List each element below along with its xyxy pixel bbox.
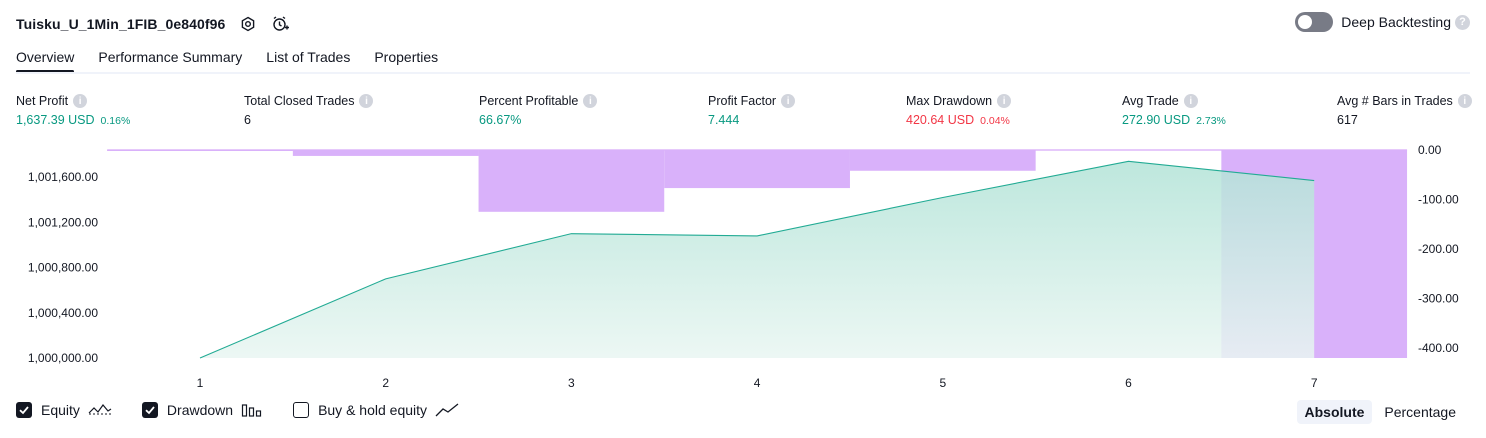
metric-avg-trade: Avg Trade i 272.90 USD 2.73% [1122,94,1226,127]
checkbox-checked-icon [16,402,32,418]
max-drawdown-value: 420.64 USD [906,113,975,127]
equity-tick-label: 1,001,600.00 [28,170,98,184]
drawdown-tick-label: -400.00 [1418,341,1459,355]
max-drawdown-label: Max Drawdown [906,94,993,108]
profit-factor-label: Profit Factor [708,94,777,108]
equity-drawdown-chart[interactable]: 1,000,000.00 1,000,400.00 1,000,800.00 1,00… [0,140,1486,395]
buy-hold-label: Buy & hold equity [318,402,428,418]
drawdown-tick-label: -200.00 [1418,242,1459,256]
chart-legend: Equity Drawdown Buy & hold equity [16,402,489,418]
strategy-title: Tuisku_U_1Min_1FIB_0e840f96 [16,16,226,32]
drawdown-tick-label: -100.00 [1418,192,1459,206]
x-tick-label: 4 [754,376,761,390]
total-closed-trades-label: Total Closed Trades [244,94,355,108]
drawdown-bar-4 [664,150,850,189]
tab-list-of-trades[interactable]: List of Trades [266,49,351,65]
deep-backtesting: Deep Backtesting ? [1295,12,1470,32]
deep-backtesting-toggle[interactable] [1295,12,1334,32]
settings-gear-icon[interactable] [239,15,257,33]
drawdown-checkbox[interactable]: Drawdown [141,402,263,418]
net-profit-pct: 0.16% [100,115,131,127]
equity-line-icon [88,404,112,415]
drawdown-tick-label: 0.00 [1418,143,1442,157]
tab-properties[interactable]: Properties [374,49,439,65]
net-profit-label: Net Profit [16,94,69,108]
avg-trade-pct: 2.73% [1196,115,1226,127]
percentage-button[interactable]: Percentage [1384,404,1456,420]
drawdown-bar-5 [849,150,1036,171]
net-profit-value: 1,637.39 USD [16,113,95,127]
strategy-header: Tuisku_U_1Min_1FIB_0e840f96 [16,10,290,38]
drawdown-bar-3 [478,150,665,212]
x-tick-label: 1 [197,376,204,390]
drawdown-label: Drawdown [166,402,234,418]
equity-tick-label: 1,000,000.00 [28,351,98,365]
report-tabs: Overview Performance Summary List of Tra… [16,46,462,74]
checkbox-unchecked-icon [293,402,310,418]
metric-total-closed-trades: Total Closed Trades i 6 [244,94,374,127]
info-icon[interactable]: i [73,94,88,108]
equity-tick-label: 1,001,200.00 [28,215,98,229]
x-tick-label: 2 [382,376,389,390]
equity-checkbox[interactable]: Equity [16,402,112,418]
info-icon[interactable]: i [583,94,598,108]
tab-overview[interactable]: Overview [16,46,75,74]
absolute-button[interactable]: Absolute [1296,400,1373,424]
drawdown-bar-2 [292,150,479,156]
equity-label: Equity [41,402,80,418]
avg-trade-value: 272.90 USD [1122,113,1191,127]
x-tick-label: 3 [568,376,575,390]
info-icon[interactable]: i [1183,94,1198,108]
metric-avg-bars: Avg # Bars in Trades i 617 [1337,94,1472,127]
percent-profitable-label: Percent Profitable [479,94,579,108]
info-icon[interactable]: i [359,94,374,108]
tab-performance-summary[interactable]: Performance Summary [98,49,243,65]
x-tick-label: 6 [1125,376,1132,390]
metric-percent-profitable: Percent Profitable i 66.67% [479,94,598,127]
avg-trade-label: Avg Trade [1122,94,1179,108]
buy-hold-checkbox[interactable]: Buy & hold equity [293,402,459,418]
percent-profitable-value: 66.67% [479,113,522,127]
drawdown-bar-1 [107,150,293,151]
avg-bars-value: 617 [1337,113,1358,127]
info-icon[interactable]: i [997,94,1012,108]
equity-tick-label: 1,000,400.00 [28,306,98,320]
checkbox-checked-icon [141,402,158,418]
x-tick-label: 7 [1311,376,1318,390]
drawdown-tick-label: -300.00 [1418,291,1459,305]
add-alert-clock-icon[interactable] [271,15,290,33]
avg-bars-label: Avg # Bars in Trades [1337,94,1453,108]
drawdown-bars-icon [241,404,262,417]
total-closed-trades-value: 6 [244,113,251,127]
equity-tick-label: 1,000,800.00 [28,261,98,275]
equity-area [200,161,1315,358]
x-tick-label: 5 [939,376,946,390]
metric-profit-factor: Profit Factor i 7.444 [708,94,796,127]
metric-max-drawdown: Max Drawdown i 420.64 USD 0.04% [906,94,1012,127]
info-icon[interactable]: i [1457,94,1472,108]
info-icon[interactable]: i [781,94,796,108]
deep-backtesting-label: Deep Backtesting [1341,14,1451,30]
value-mode-switch: Absolute Percentage [1293,400,1465,424]
equity-line [199,160,1315,359]
max-drawdown-pct: 0.04% [980,115,1010,127]
profit-factor-value: 7.444 [708,113,740,127]
help-icon[interactable]: ? [1455,14,1470,30]
toggle-knob [1298,15,1313,29]
buy-hold-line-icon [435,403,459,417]
metric-net-profit: Net Profit i 1,637.39 USD 0.16% [16,94,130,127]
tabs-divider [16,72,1470,74]
